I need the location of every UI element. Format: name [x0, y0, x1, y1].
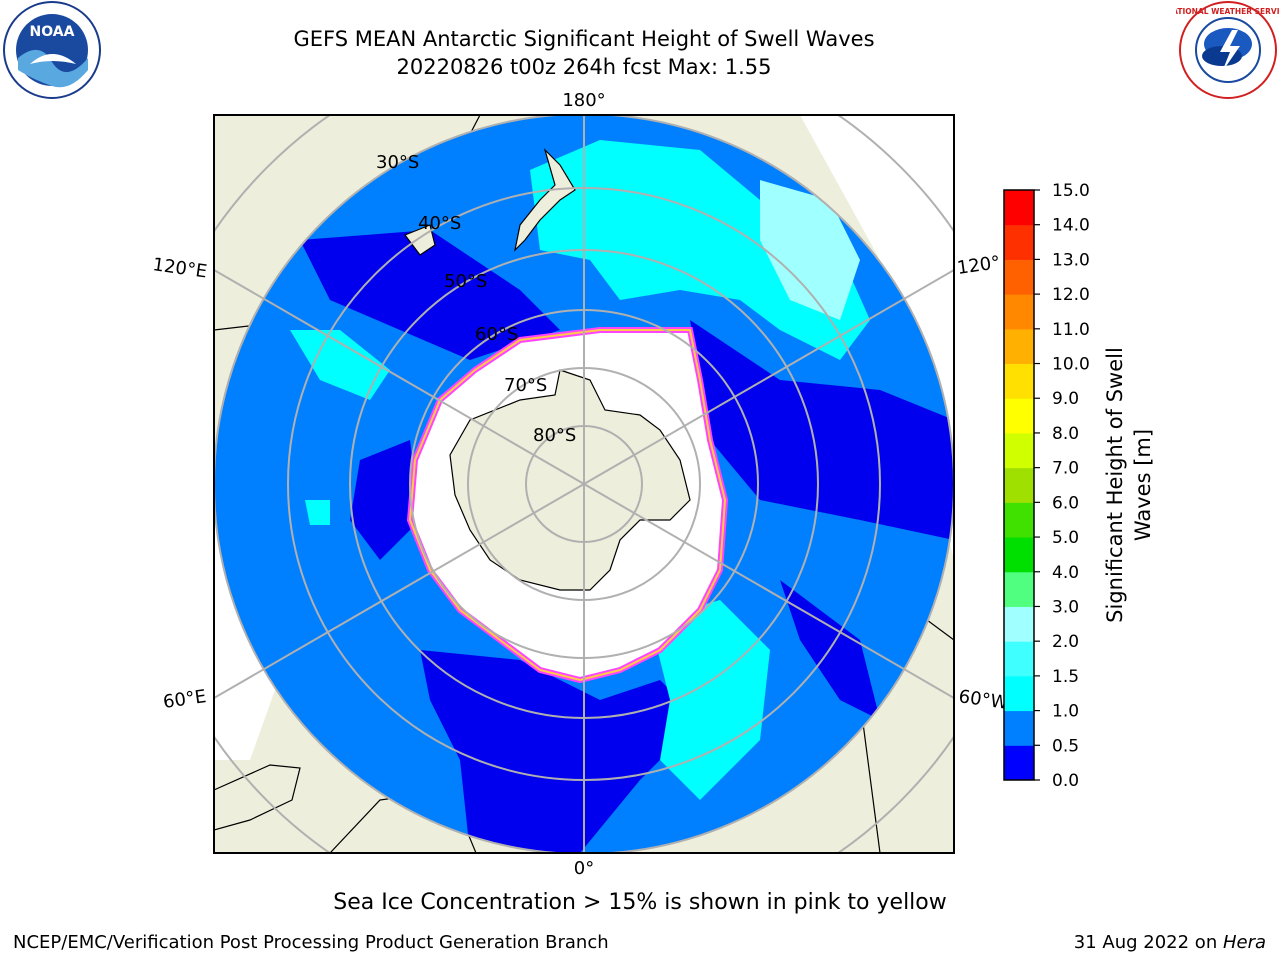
swell-1-1.5m-region [650, 600, 770, 800]
colorbar-segment [1004, 641, 1034, 677]
colorbar-tick-label: 12.0 [1052, 285, 1090, 305]
colorbar-tick-label: 4.0 [1052, 563, 1079, 583]
colorbar: 0.0 0.5 1.0 1.5 2.0 3.0 4.0 5.0 6.0 7.0 8.0 9.0 10.0… [1003, 181, 1090, 791]
colorbar-tick-label: 15.0 [1052, 181, 1090, 201]
lat-label-50s: 50°S [444, 271, 487, 292]
colorbar-tick-label: 9.0 [1052, 389, 1079, 409]
colorbar-segment [1004, 571, 1034, 607]
meridian-lines [214, 115, 954, 853]
colorbar-segment [1004, 502, 1034, 538]
colorbar-segment [1004, 467, 1034, 503]
colorbar-segment [1004, 537, 1034, 573]
lat-label-80s: 80°S [533, 425, 576, 446]
lat-label-70s: 70°S [504, 375, 547, 396]
swell-1-1.5m-region [290, 330, 390, 400]
colorbar-segment [1004, 294, 1034, 330]
lon-label-lower-left: 60°E [162, 686, 208, 713]
sea-ice-edge [408, 329, 727, 682]
noaa-logo: NOAA [0, 0, 104, 100]
swell-1-1.5m-region [305, 500, 330, 525]
madagascar-landmass [214, 764, 301, 831]
date-stamp-prefix: 31 Aug 2022 on [1073, 932, 1223, 953]
colorbar-tick-label: 2.0 [1052, 632, 1079, 652]
date-stamp: 31 Aug 2022 on Hera [1074, 932, 1266, 953]
map-frame [213, 114, 955, 854]
colorbar-tick-label: 13.0 [1052, 250, 1090, 270]
colorbar-segment [1004, 259, 1034, 295]
colorbar-segment [1004, 328, 1034, 365]
colorbar-tick-label: 0.0 [1052, 771, 1079, 791]
colorbar-frame [1003, 189, 1035, 781]
low-swell-region [350, 440, 420, 560]
low-swell-region [420, 650, 700, 853]
colorbar-tick-label: 14.0 [1052, 216, 1090, 236]
sea-ice-note: Sea Ice Concentration > 15% is shown in … [333, 890, 947, 915]
swell-2m-region [760, 180, 860, 320]
low-swell-region [690, 320, 954, 540]
colorbar-segment [1004, 675, 1034, 712]
colorbar-tick-label: 1.5 [1052, 667, 1079, 687]
lon-label-top: 180° [562, 90, 605, 111]
lat-label-60s: 60°S [475, 324, 518, 345]
lon-label-bottom: 0° [574, 858, 594, 879]
outside-area [800, 115, 954, 560]
lat-label-30s: 30°S [376, 152, 419, 173]
figure-subtitle: 20220826 t00z 264h fcst Max: 1.55 [396, 55, 772, 79]
lon-label-upper-right: 120° [956, 252, 1002, 279]
colorbar-segment [1004, 190, 1034, 226]
colorbar-tick-label: 8.0 [1052, 424, 1079, 444]
lat-label-40s: 40°S [418, 213, 461, 234]
lon-label-upper-left: 120°E [151, 254, 208, 282]
colorbar-segment [1004, 224, 1034, 260]
colorbar-segment [1004, 432, 1034, 469]
map-panel [214, 115, 954, 853]
colorbar-tick-label: 3.0 [1052, 597, 1079, 617]
colorbar-tick-label: 11.0 [1052, 320, 1090, 340]
colorbar-segment [1004, 363, 1034, 399]
low-swell-region [300, 230, 560, 360]
colorbar-segment [1004, 710, 1034, 746]
colorbar-label-line1: Significant Height of Swell [1103, 347, 1127, 623]
colorbar-tick-label: 0.5 [1052, 736, 1079, 756]
nws-logo: NATIONAL WEATHER SERVICE [1166, 0, 1280, 100]
colorbar-tick-label: 1.0 [1052, 702, 1079, 722]
credit-line: NCEP/EMC/Verification Post Processing Pr… [13, 932, 609, 953]
date-stamp-host: Hera [1222, 932, 1266, 953]
swell-1-1.5m-region [530, 140, 870, 360]
colorbar-segment [1004, 398, 1034, 434]
colorbar-segment [1004, 745, 1034, 781]
lon-label-lower-right: 60°W [957, 686, 1009, 714]
antarctica-landmass [449, 369, 691, 591]
new-zealand-landmass [514, 147, 576, 252]
colorbar-segment [1004, 606, 1034, 642]
nws-logo-text: NATIONAL WEATHER SERVICE [1176, 7, 1280, 16]
colorbar-label-line2: Waves [m] [1131, 429, 1155, 541]
colorbar-tick-label: 5.0 [1052, 528, 1079, 548]
colorbar-tick-label: 7.0 [1052, 459, 1079, 479]
colorbar-tick-label: 6.0 [1052, 493, 1079, 513]
figure-title: GEFS MEAN Antarctic Significant Height o… [293, 27, 875, 51]
noaa-logo-text: NOAA [30, 24, 75, 40]
colorbar-tick-label: 10.0 [1052, 355, 1090, 375]
